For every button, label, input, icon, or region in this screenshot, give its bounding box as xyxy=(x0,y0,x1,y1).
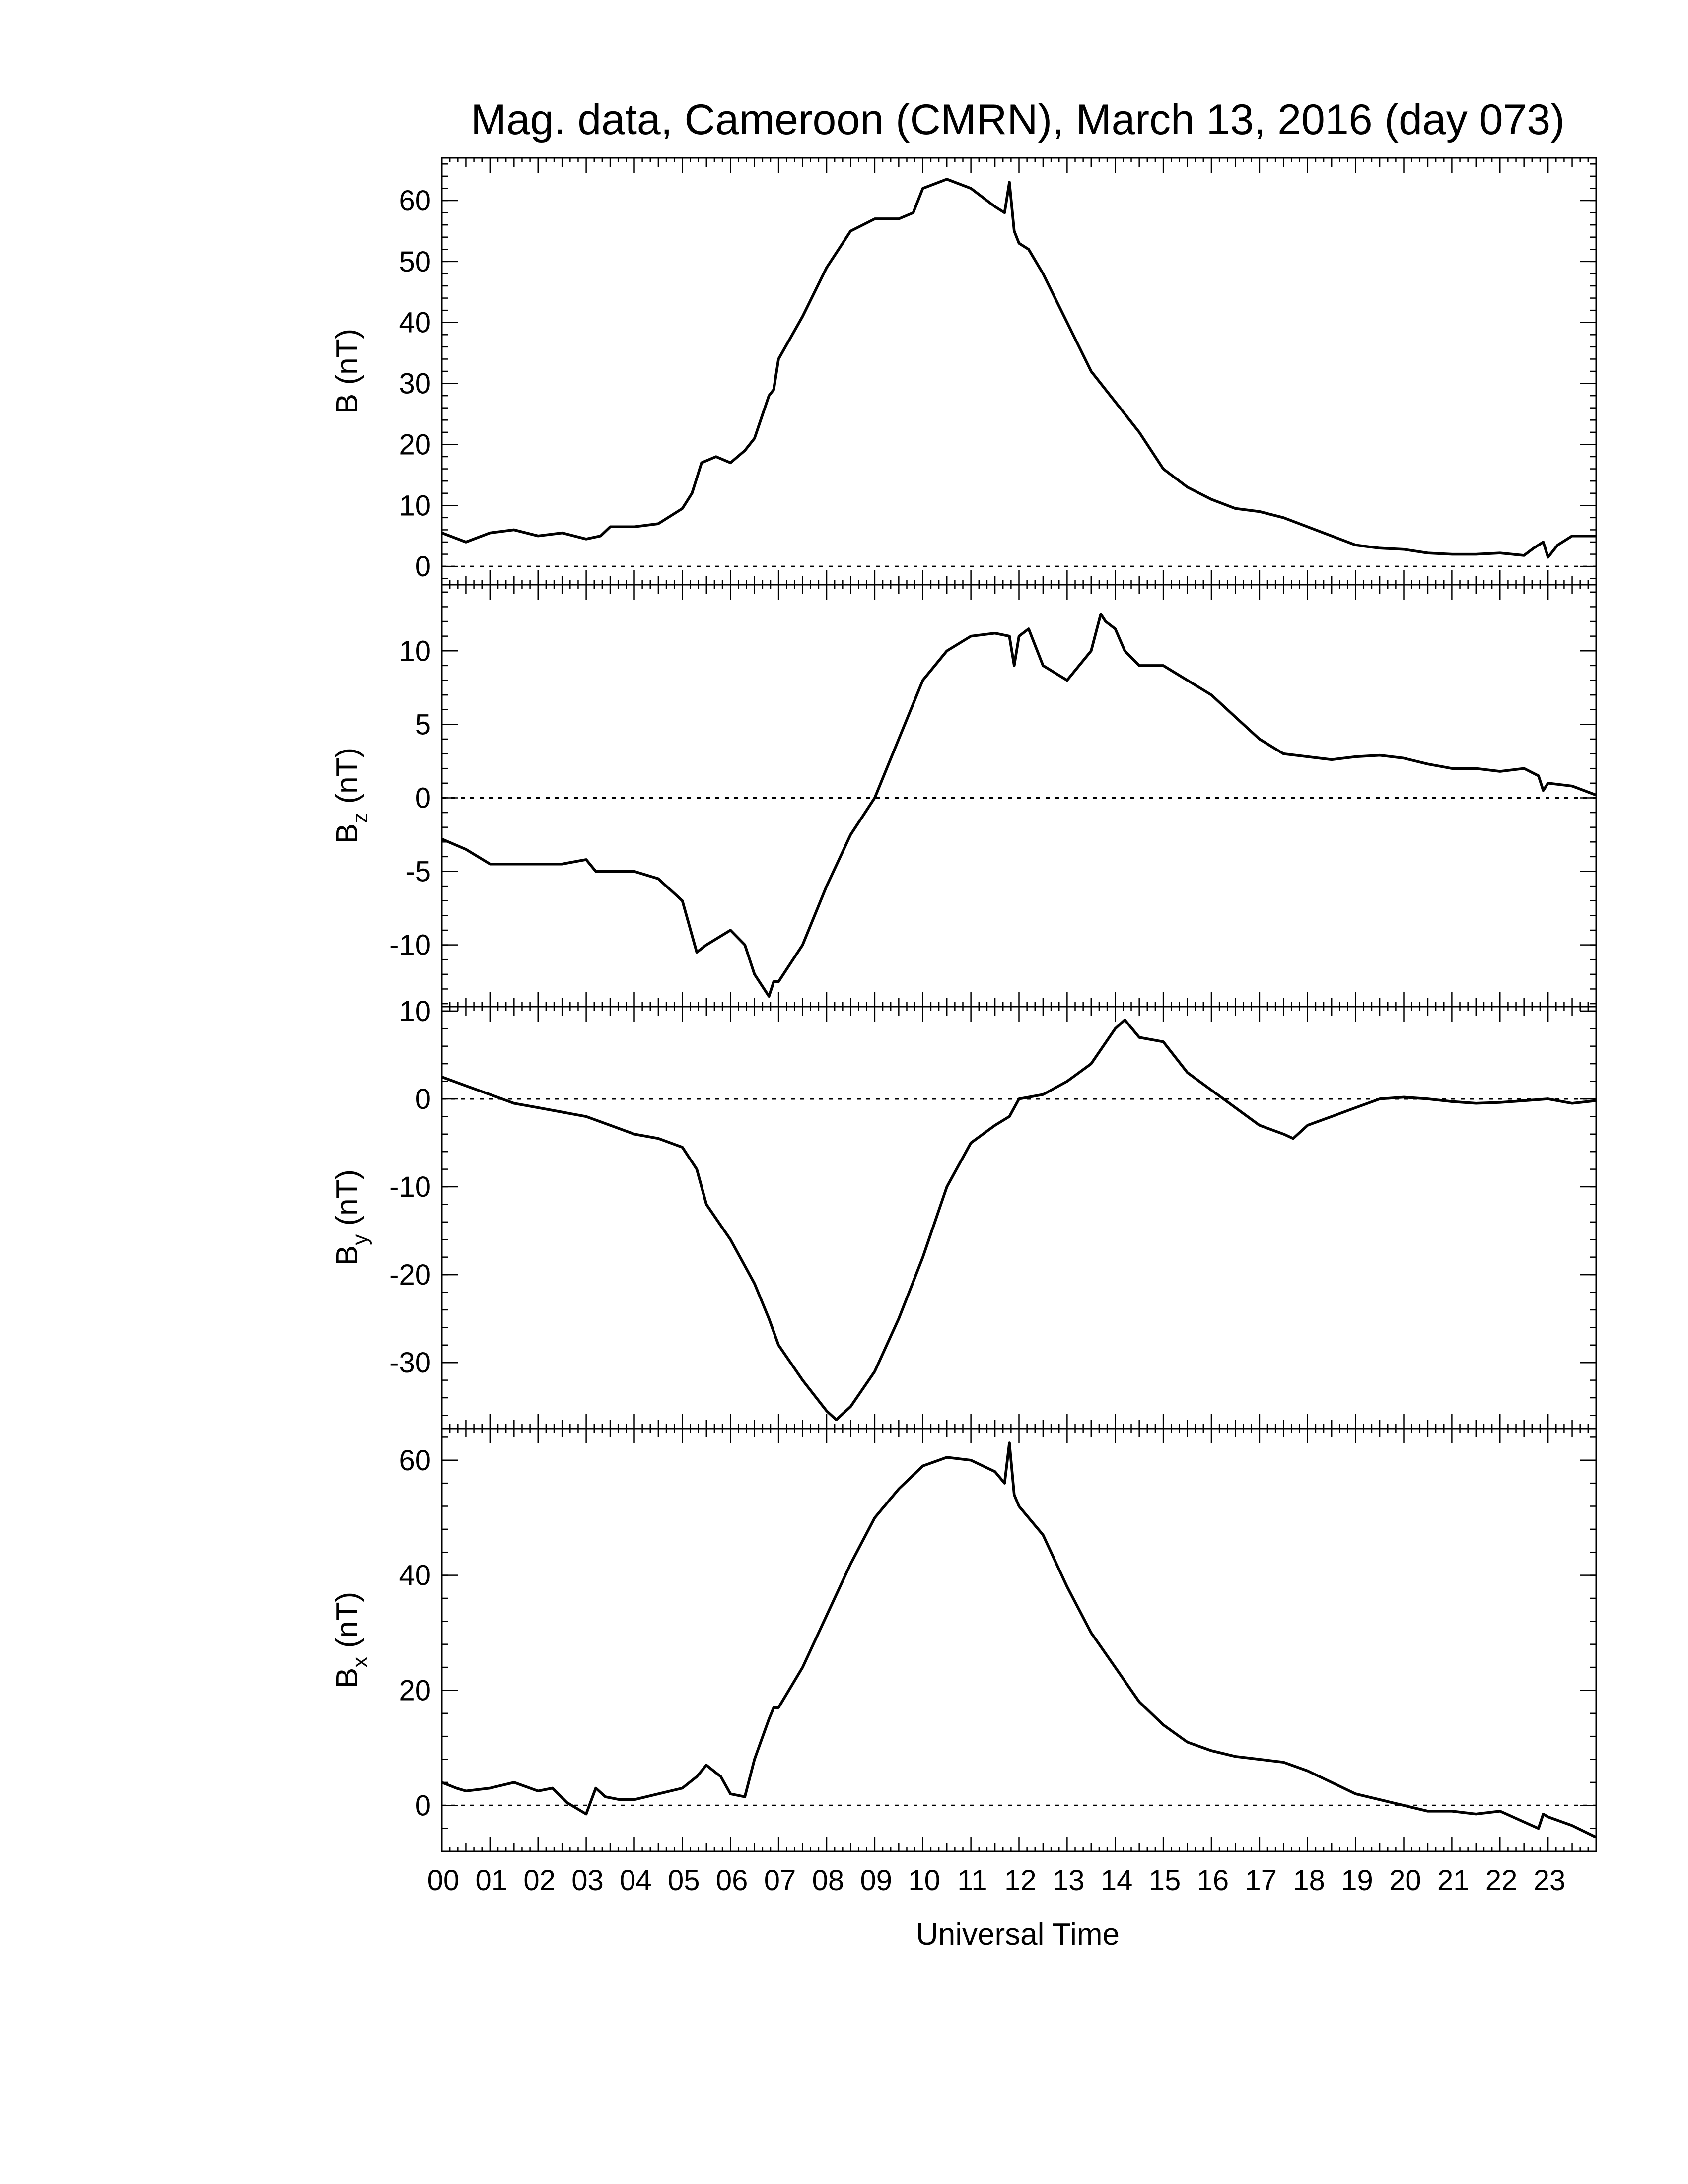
y-axis-label-Bx: Bx (nT) xyxy=(330,1592,372,1688)
x-tick-label: 00 xyxy=(427,1864,460,1897)
series-line-By xyxy=(441,1018,1596,1422)
x-axis-label: Universal Time xyxy=(916,1917,1120,1952)
y-axis-label-subscript: z xyxy=(348,813,372,823)
y-tick-label: 10 xyxy=(399,995,431,1027)
y-tick-label: 20 xyxy=(399,1674,431,1706)
y-tick-label: -20 xyxy=(389,1259,431,1291)
x-tick-label: 19 xyxy=(1341,1864,1373,1897)
y-axis-label-B: B (nT) xyxy=(330,329,364,414)
y-tick-label: 10 xyxy=(399,635,431,667)
x-tick-label: 07 xyxy=(764,1864,796,1897)
y-tick-label: 20 xyxy=(399,428,431,461)
y-tick-label: 60 xyxy=(399,185,431,217)
series-line-B xyxy=(441,178,1596,559)
x-tick-label: 04 xyxy=(620,1864,652,1897)
y-axis-label-main: B xyxy=(330,823,364,844)
y-tick-label: 0 xyxy=(415,550,431,583)
y-tick-label: -10 xyxy=(389,929,431,961)
y-axis-label-subscript: y xyxy=(348,1234,372,1245)
y-axis-label-main: B xyxy=(330,1668,364,1688)
y-axis-label-Bz: Bz (nT) xyxy=(330,748,372,844)
y-axis-label-subscript: x xyxy=(348,1657,372,1668)
y-tick-label: 5 xyxy=(415,708,431,741)
y-tick-label: 40 xyxy=(399,1560,431,1592)
plot-frame-Bx xyxy=(441,1428,1597,1852)
panels-layer: 0 10 20 30 40 50 60 B (nT) -10 -5 0 5 10 Bz (nT) -30 -2… xyxy=(330,157,1597,1852)
x-ticks-By xyxy=(441,1007,1597,1429)
panel-Bz: -10 -5 0 5 10 Bz (nT) xyxy=(330,584,1597,1008)
y-ticks-Bz: -10 -5 0 5 10 xyxy=(389,591,1596,1005)
panel-Bx: 0 20 40 60 Bx (nT) xyxy=(330,1428,1597,1852)
x-ticks-Bz xyxy=(441,585,1597,1007)
y-ticks-B: 0 10 20 30 40 50 60 xyxy=(399,163,1596,583)
y-axis-label-By: By (nT) xyxy=(330,1169,372,1266)
y-tick-label: -30 xyxy=(389,1347,431,1379)
x-tick-label: 09 xyxy=(860,1864,893,1897)
chart-title: Mag. data, Cameroon (CMRN), March 13, 20… xyxy=(471,96,1565,143)
x-tick-label: 10 xyxy=(908,1864,940,1897)
x-tick-label: 23 xyxy=(1534,1864,1566,1897)
plot-frame-By xyxy=(441,1006,1597,1430)
series-line-Bz xyxy=(441,613,1596,998)
x-tick-label: 13 xyxy=(1053,1864,1085,1897)
x-ticks-Bx xyxy=(441,1429,1597,1851)
x-tick-label: 05 xyxy=(668,1864,700,1897)
y-tick-label: 0 xyxy=(415,1789,431,1822)
x-tick-label: 21 xyxy=(1437,1864,1470,1897)
x-tick-label: 12 xyxy=(1004,1864,1037,1897)
y-ticks-Bx: 0 20 40 60 xyxy=(399,1436,1596,1852)
x-tick-label: 22 xyxy=(1485,1864,1518,1897)
x-tick-label: 08 xyxy=(812,1864,844,1897)
x-tick-label: 18 xyxy=(1293,1864,1325,1897)
x-tick-label: 01 xyxy=(476,1864,508,1897)
y-axis-label-unit: (nT) xyxy=(330,748,364,813)
y-tick-label: -10 xyxy=(389,1171,431,1203)
series-line-Bx xyxy=(441,1441,1597,1839)
x-tick-label: 14 xyxy=(1101,1864,1133,1897)
x-tick-label: 02 xyxy=(523,1864,556,1897)
y-tick-label: 0 xyxy=(415,782,431,814)
y-tick-label: 0 xyxy=(415,1083,431,1115)
y-axis-label-unit: (nT) xyxy=(330,1592,364,1657)
x-tick-label: 15 xyxy=(1149,1864,1181,1897)
x-tick-label: 17 xyxy=(1245,1864,1277,1897)
panel-By: -30 -20 -10 0 10 By (nT) xyxy=(330,995,1597,1430)
y-axis-label-main: B xyxy=(330,394,364,414)
y-tick-label: 40 xyxy=(399,307,431,339)
y-tick-label: 10 xyxy=(399,489,431,522)
y-tick-label: 50 xyxy=(399,246,431,278)
x-tick-label: 16 xyxy=(1197,1864,1229,1897)
y-axis-label-unit: (nT) xyxy=(330,1169,364,1234)
y-axis-label-main: B xyxy=(330,1245,364,1266)
y-axis-label-unit: (nT) xyxy=(330,329,364,394)
y-tick-label: -5 xyxy=(405,856,431,888)
x-tick-label: 11 xyxy=(957,1864,987,1897)
panel-B: 0 10 20 30 40 50 60 B (nT) xyxy=(330,157,1597,586)
y-ticks-By: -30 -20 -10 0 10 xyxy=(389,995,1596,1416)
plot-frame-B xyxy=(441,157,1597,586)
x-ticks-B xyxy=(441,158,1597,585)
x-tick-label: 03 xyxy=(571,1864,604,1897)
x-tick-label-layer: 00 01 02 03 04 05 06 07 08 09 10 11 12 13 14 15 16 17 18 19… xyxy=(427,1864,1566,1897)
y-tick-label: 60 xyxy=(399,1444,431,1477)
plot-frame-Bz xyxy=(441,584,1597,1008)
y-tick-label: 30 xyxy=(399,368,431,400)
x-tick-label: 20 xyxy=(1389,1864,1421,1897)
x-tick-label: 06 xyxy=(716,1864,748,1897)
